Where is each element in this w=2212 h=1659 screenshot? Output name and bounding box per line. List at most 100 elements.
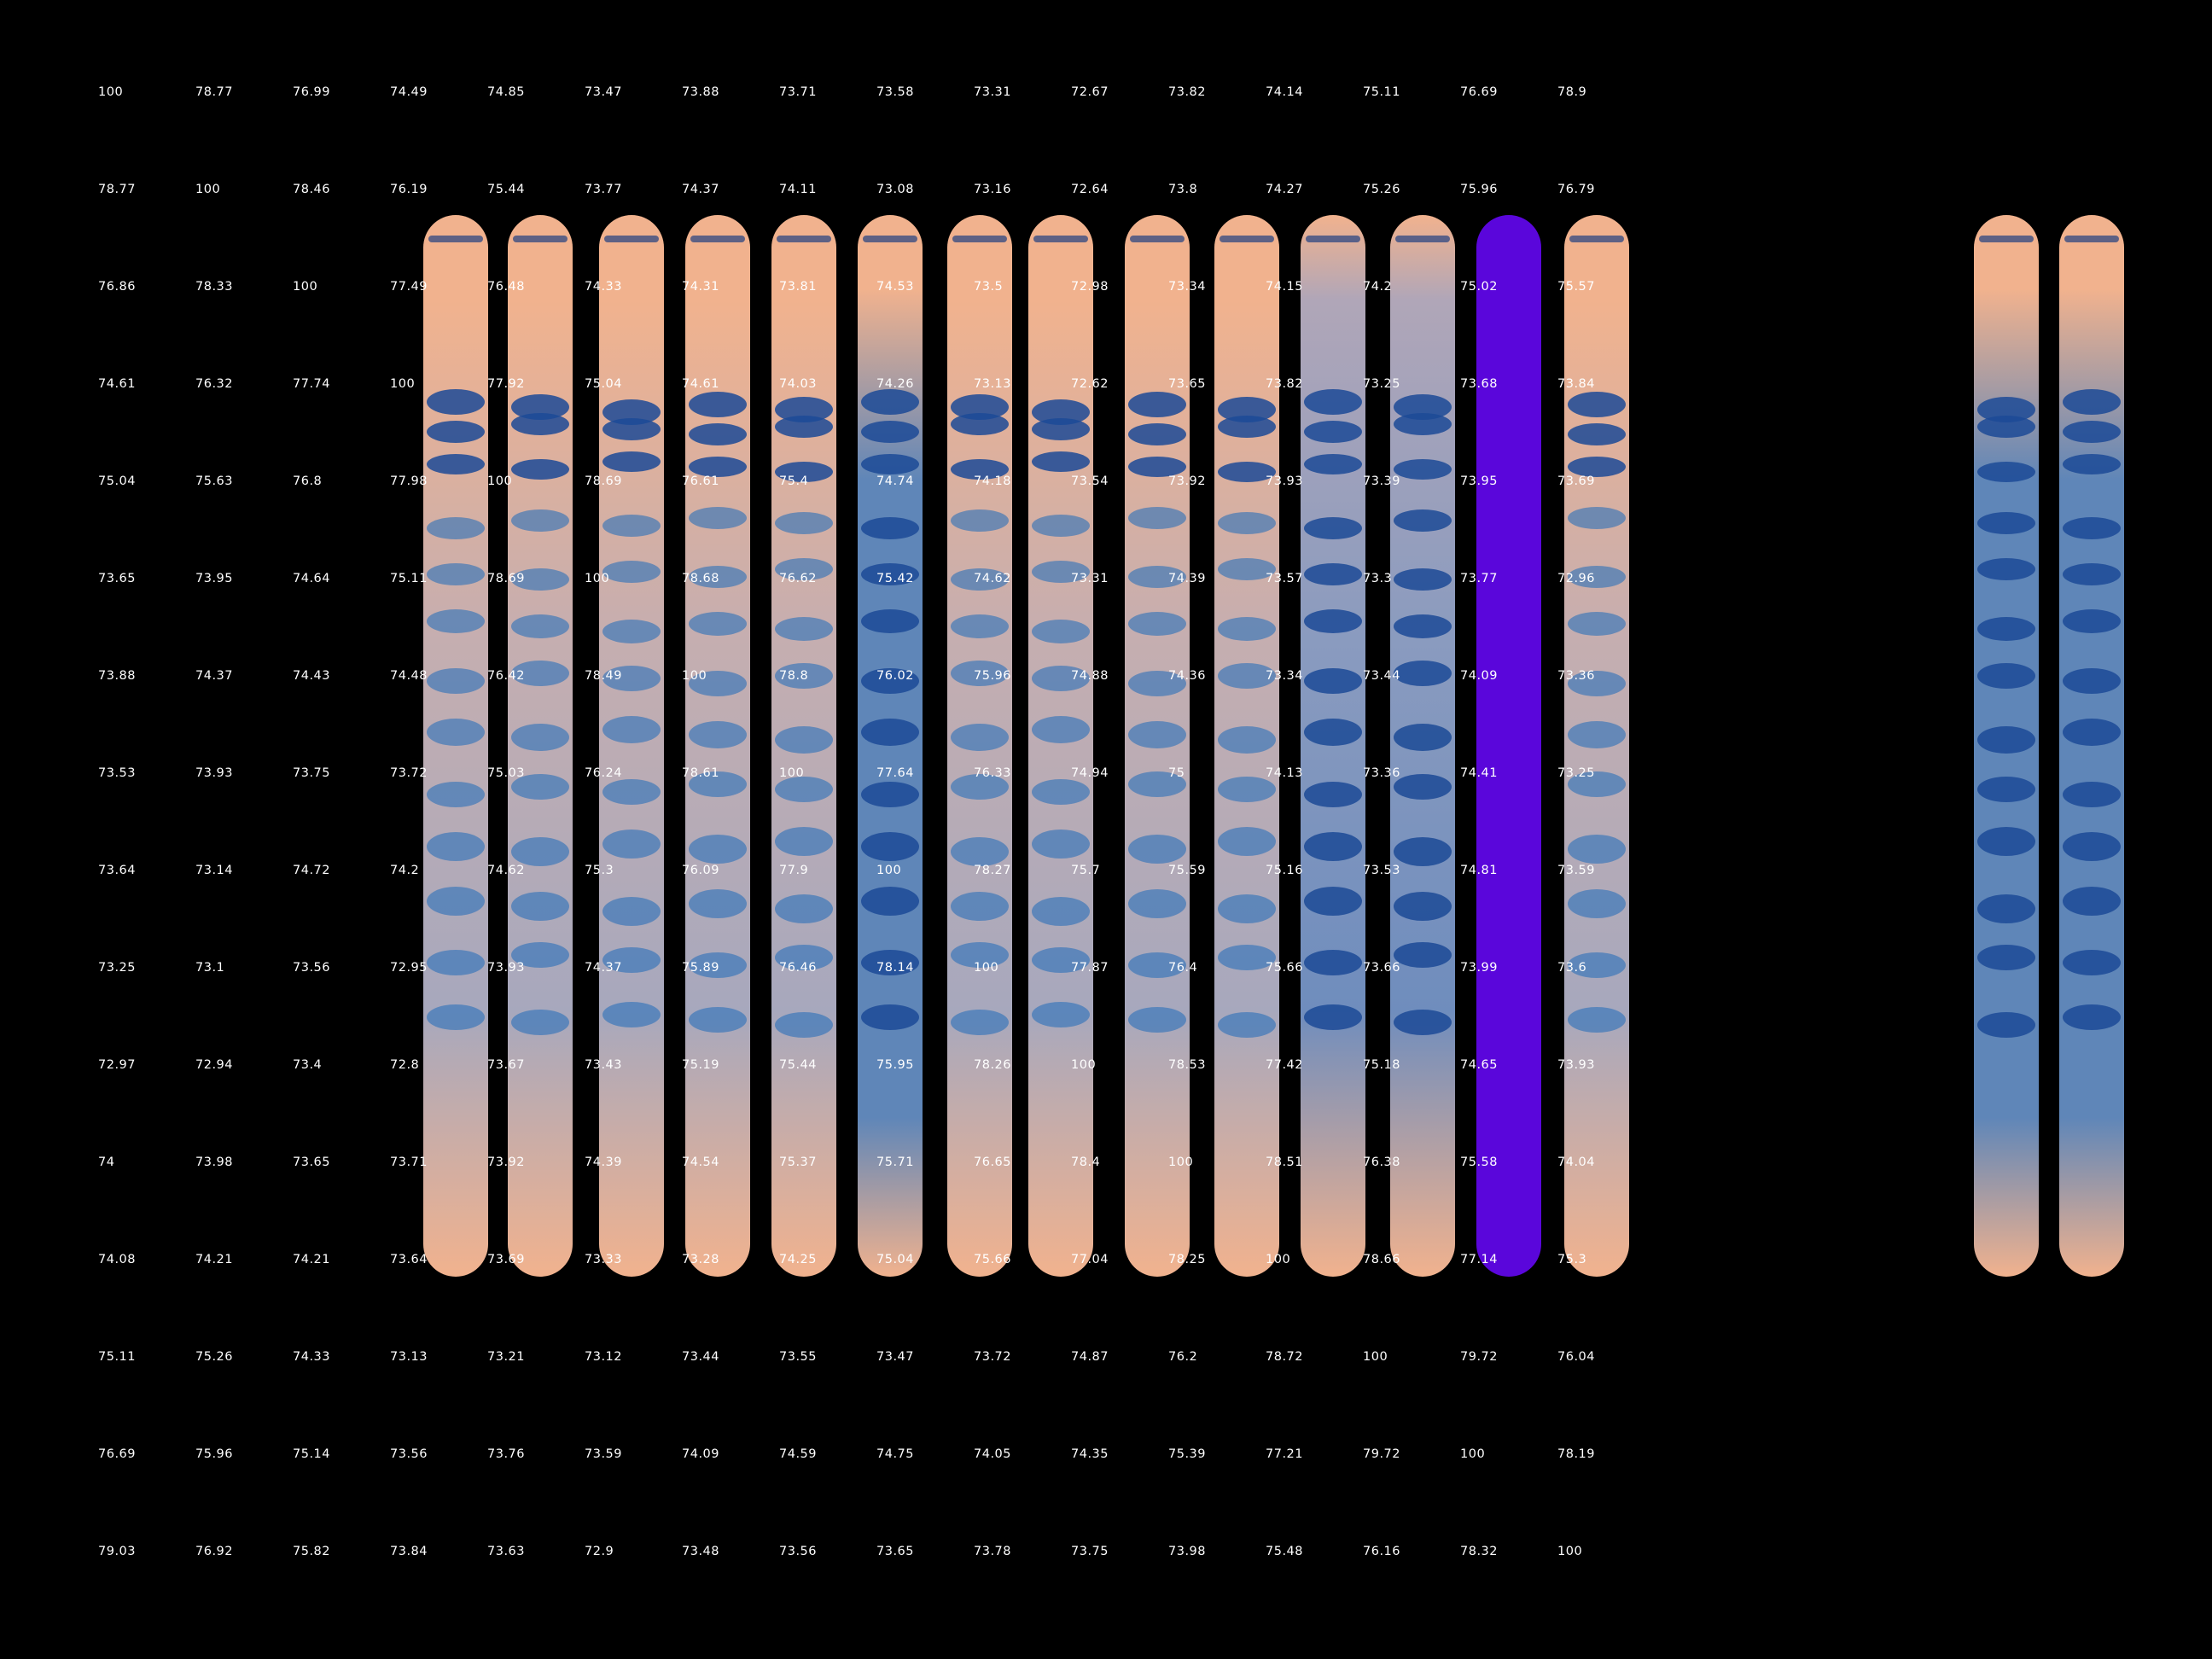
matrix-cell: 73.54 bbox=[1071, 474, 1109, 488]
matrix-cell: 73.31 bbox=[1071, 571, 1109, 585]
matrix-cell: 78.72 bbox=[1266, 1349, 1304, 1364]
matrix-cell: 72.97 bbox=[98, 1057, 137, 1072]
gel-band bbox=[2063, 454, 2121, 474]
matrix-cell: 74.53 bbox=[876, 279, 915, 294]
matrix-cell: 78.19 bbox=[1557, 1447, 1596, 1461]
gel-band bbox=[1128, 889, 1186, 918]
matrix-cell: 73.47 bbox=[585, 84, 623, 99]
gel-band bbox=[1977, 462, 2035, 482]
gel-band bbox=[2063, 887, 2121, 916]
gel-band bbox=[427, 950, 485, 975]
gel-lane-15[interactable] bbox=[1974, 215, 2039, 1277]
matrix-cell: 73.5 bbox=[974, 279, 1004, 294]
gel-band bbox=[427, 782, 485, 807]
matrix-cell: 74.2 bbox=[390, 863, 420, 877]
gel-band bbox=[1568, 671, 1626, 696]
matrix-cell: 72.94 bbox=[195, 1057, 234, 1072]
gel-band bbox=[951, 724, 1009, 751]
gel-lane-7[interactable] bbox=[947, 215, 1012, 1277]
matrix-cell: 79.03 bbox=[98, 1544, 137, 1558]
gel-band bbox=[1977, 617, 2035, 641]
gel-lane-background bbox=[599, 215, 664, 1277]
gel-band bbox=[1032, 947, 1090, 973]
matrix-cell: 75.96 bbox=[195, 1447, 234, 1461]
matrix-cell: 76.69 bbox=[1460, 84, 1499, 99]
matrix-cell: 74.85 bbox=[487, 84, 526, 99]
gel-band bbox=[511, 942, 569, 968]
gel-band bbox=[861, 1004, 919, 1030]
gel-band bbox=[1218, 945, 1276, 970]
matrix-cell: 73.16 bbox=[974, 182, 1012, 196]
gel-lane-3[interactable] bbox=[599, 215, 664, 1277]
matrix-cell: 76.16 bbox=[1363, 1544, 1401, 1558]
matrix-cell: 74.33 bbox=[585, 279, 623, 294]
matrix-cell: 73.81 bbox=[779, 279, 818, 294]
gel-band bbox=[1977, 777, 2035, 802]
gel-lane-9[interactable] bbox=[1125, 215, 1190, 1277]
gel-band bbox=[511, 509, 569, 532]
matrix-cell: 77.42 bbox=[1266, 1057, 1304, 1072]
gel-band bbox=[775, 617, 833, 641]
gel-band bbox=[861, 950, 919, 975]
gel-lane-2[interactable] bbox=[508, 215, 573, 1277]
gel-lane-12[interactable] bbox=[1390, 215, 1455, 1277]
gel-band bbox=[1032, 620, 1090, 643]
matrix-cell: 73.58 bbox=[876, 84, 915, 99]
gel-band bbox=[951, 509, 1009, 532]
matrix-cell: 73.65 bbox=[876, 1544, 915, 1558]
matrix-cell: 77.87 bbox=[1071, 960, 1109, 975]
matrix-cell: 78.46 bbox=[293, 182, 331, 196]
gel-band bbox=[427, 832, 485, 861]
gel-lane-10[interactable] bbox=[1214, 215, 1279, 1277]
matrix-cell: 74.65 bbox=[1460, 1057, 1499, 1072]
gel-band bbox=[1218, 726, 1276, 754]
matrix-cell: 74.27 bbox=[1266, 182, 1304, 196]
matrix-cell: 78.66 bbox=[1363, 1252, 1401, 1266]
gel-band bbox=[1568, 507, 1626, 529]
matrix-cell: 73.25 bbox=[98, 960, 137, 975]
gel-band bbox=[861, 719, 919, 746]
gel-band bbox=[427, 563, 485, 585]
matrix-cell: 74.41 bbox=[1460, 765, 1499, 780]
matrix-cell: 100 bbox=[585, 571, 610, 585]
matrix-cell: 100 bbox=[293, 279, 318, 294]
matrix-cell: 75.96 bbox=[1460, 182, 1499, 196]
matrix-cell: 75.71 bbox=[876, 1155, 915, 1169]
gel-lane-14[interactable] bbox=[1564, 215, 1629, 1277]
matrix-cell: 75.59 bbox=[1168, 863, 1207, 877]
gel-lane-6[interactable] bbox=[858, 215, 923, 1277]
matrix-cell: 100 bbox=[390, 376, 416, 391]
gel-band bbox=[861, 389, 919, 415]
gel-band bbox=[1128, 457, 1186, 477]
gel-band bbox=[1304, 609, 1362, 633]
gel-lane-5[interactable] bbox=[771, 215, 836, 1277]
gel-lane-8[interactable] bbox=[1028, 215, 1093, 1277]
gel-well bbox=[1569, 236, 1624, 242]
matrix-cell: 75.44 bbox=[487, 182, 526, 196]
gel-band bbox=[1218, 827, 1276, 856]
gel-lane-1[interactable] bbox=[423, 215, 488, 1277]
gel-band bbox=[775, 726, 833, 754]
matrix-cell: 73.12 bbox=[585, 1349, 623, 1364]
gel-well bbox=[1979, 236, 2034, 242]
matrix-cell: 76.65 bbox=[974, 1155, 1012, 1169]
matrix-cell: 74.11 bbox=[779, 182, 818, 196]
matrix-cell: 73.78 bbox=[974, 1544, 1012, 1558]
gel-lane-11[interactable] bbox=[1301, 215, 1365, 1277]
gel-lane-16[interactable] bbox=[2059, 215, 2124, 1277]
matrix-cell: 76.33 bbox=[974, 765, 1012, 780]
gel-band bbox=[1977, 945, 2035, 970]
gel-lane-13[interactable] bbox=[1476, 215, 1541, 1277]
matrix-cell: 77.04 bbox=[1071, 1252, 1109, 1266]
gel-band bbox=[2063, 668, 2121, 694]
gel-band bbox=[1032, 716, 1090, 743]
matrix-cell: 100 bbox=[1071, 1057, 1097, 1072]
matrix-cell: 75.89 bbox=[682, 960, 720, 975]
matrix-cell: 78.51 bbox=[1266, 1155, 1304, 1169]
matrix-cell: 75.3 bbox=[1557, 1252, 1587, 1266]
gel-band bbox=[511, 568, 569, 591]
matrix-cell: 76.32 bbox=[195, 376, 234, 391]
gel-band bbox=[427, 517, 485, 539]
matrix-cell: 72.62 bbox=[1071, 376, 1109, 391]
gel-lane-4[interactable] bbox=[685, 215, 750, 1277]
